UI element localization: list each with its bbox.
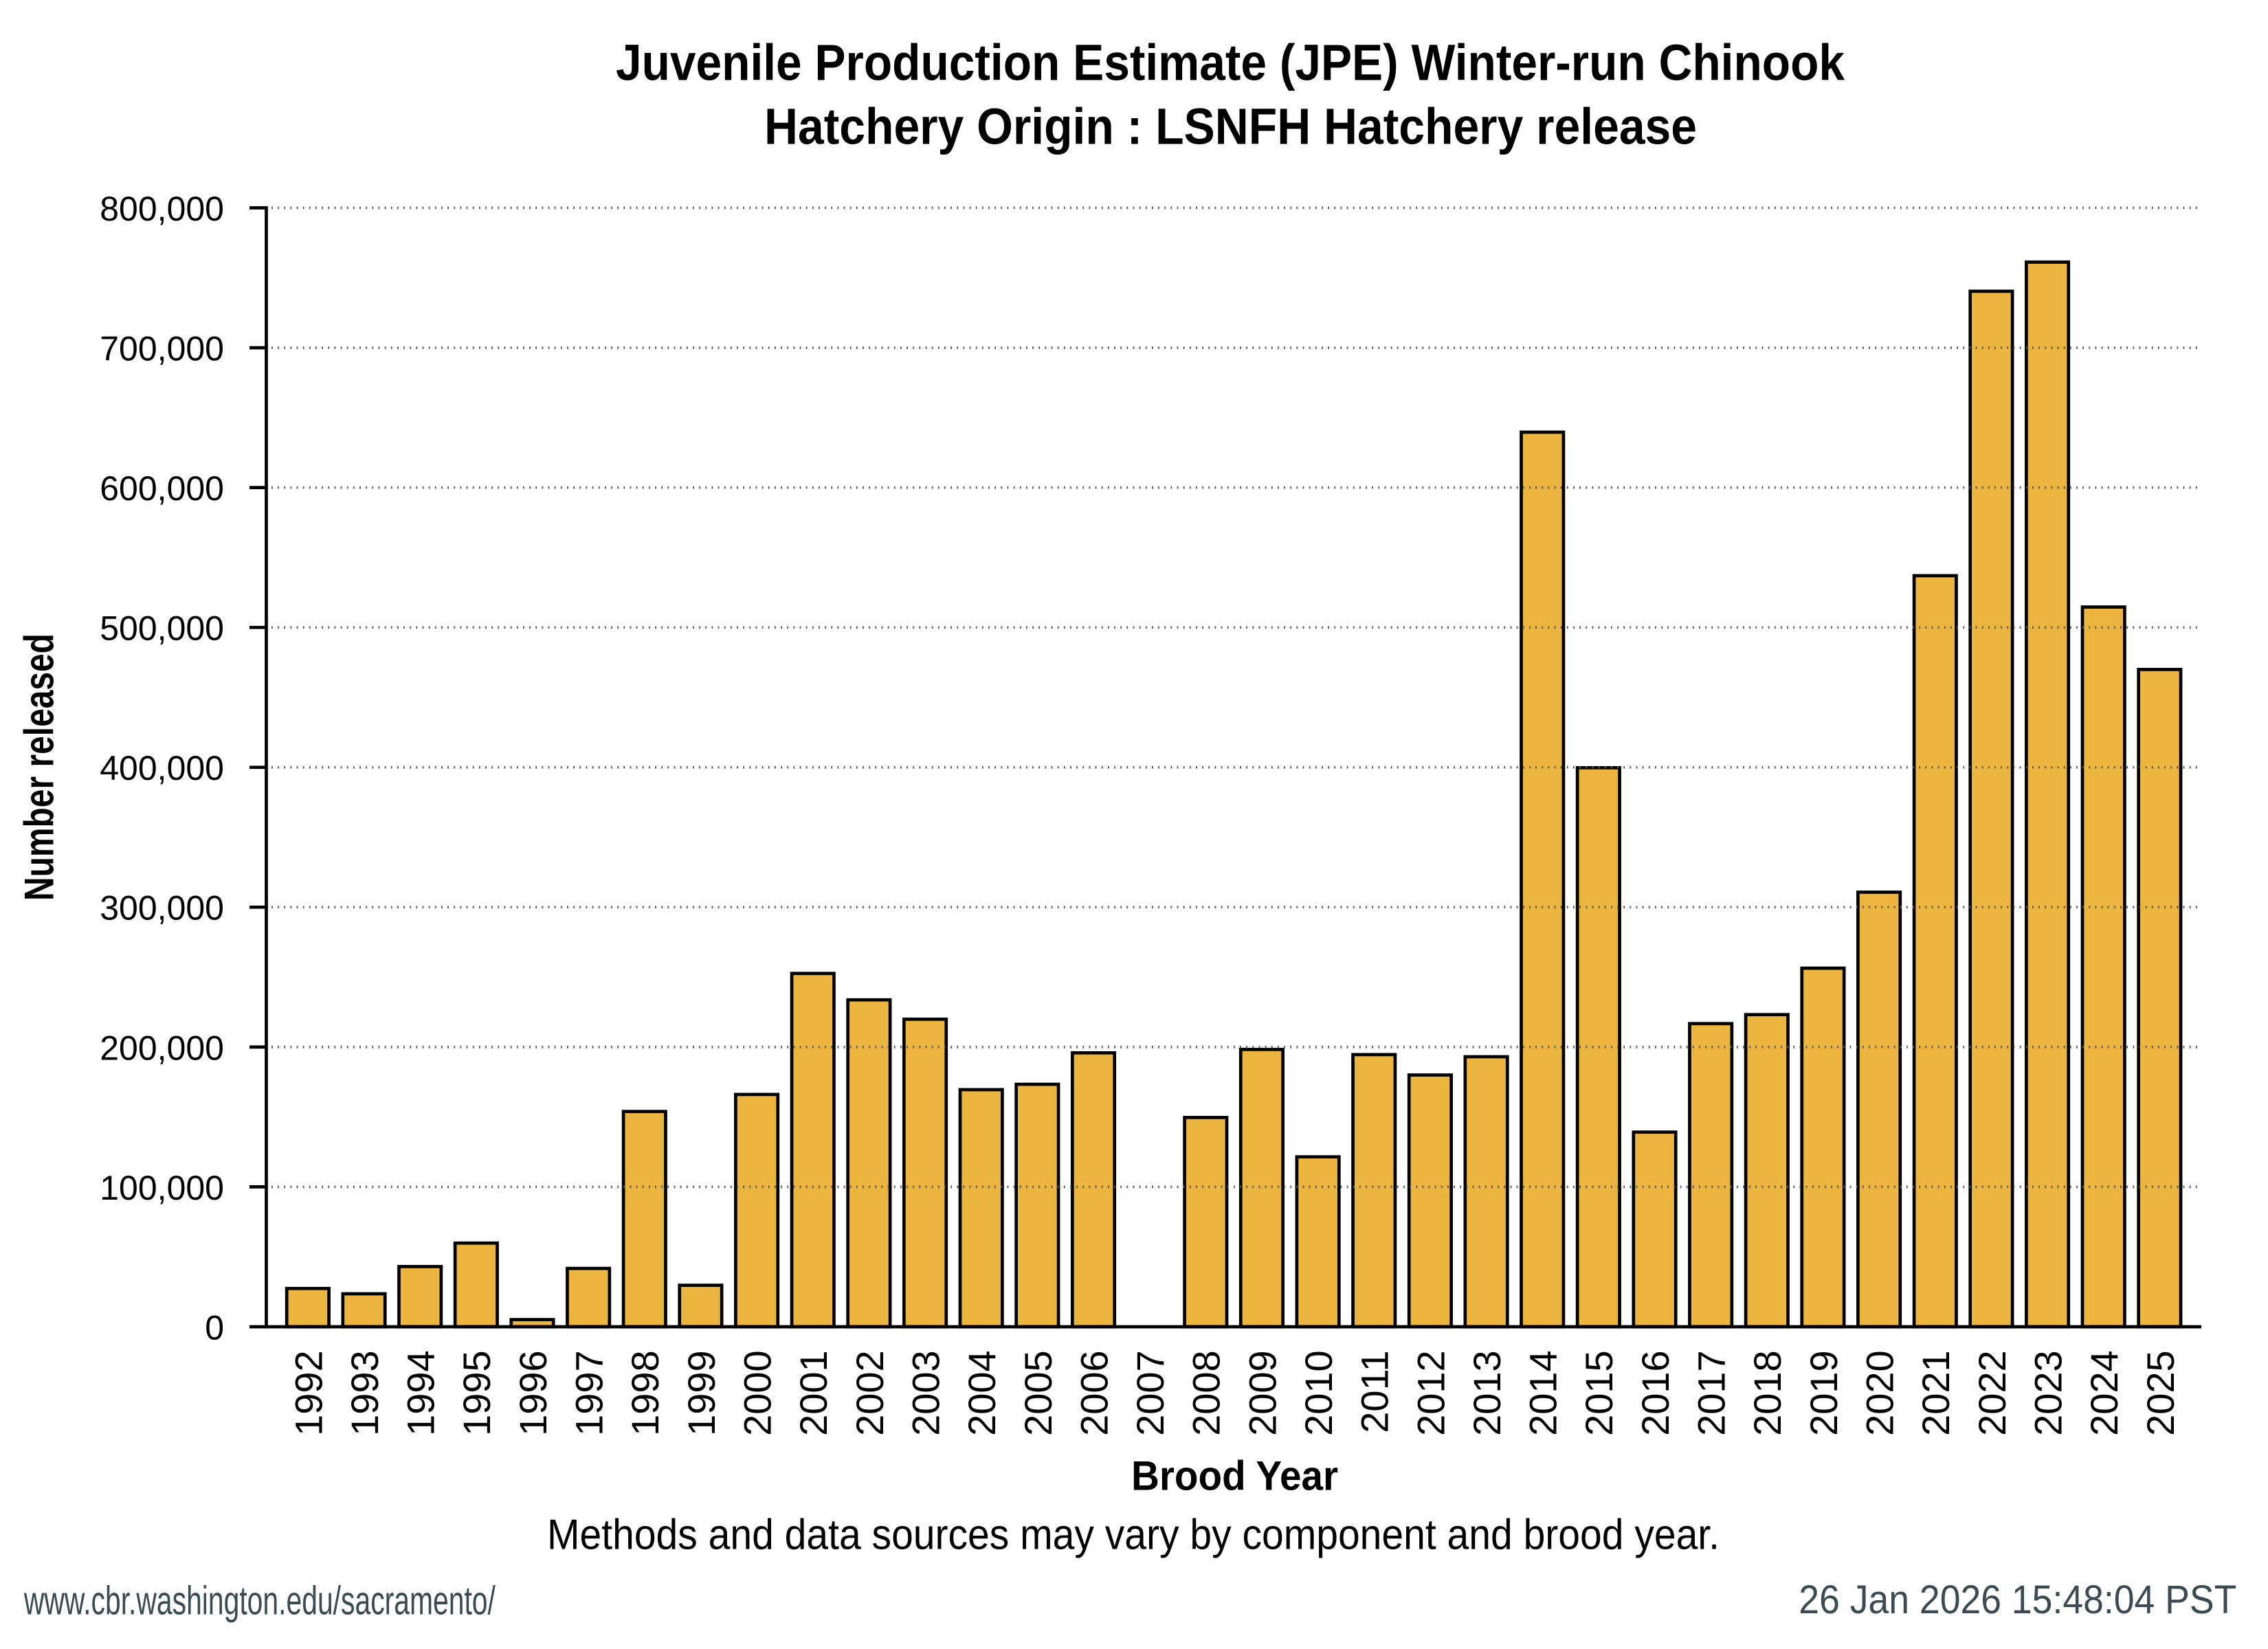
svg-text:2015: 2015 [1577,1350,1621,1436]
svg-text:2022: 2022 [1970,1350,2014,1436]
svg-text:2004: 2004 [960,1350,1003,1436]
svg-text:2013: 2013 [1465,1350,1509,1436]
svg-text:700,000: 700,000 [100,330,224,368]
svg-text:1993: 1993 [343,1350,386,1436]
svg-text:800,000: 800,000 [100,190,224,228]
svg-text:1998: 1998 [623,1350,667,1436]
svg-text:2011: 2011 [1353,1350,1397,1433]
svg-text:Brood Year: Brood Year [1131,1453,1338,1499]
svg-text:2012: 2012 [1409,1350,1452,1436]
svg-text:600,000: 600,000 [100,469,224,508]
svg-text:1992: 1992 [287,1350,330,1436]
svg-text:Number released: Number released [16,633,63,901]
svg-text:1997: 1997 [568,1350,611,1436]
svg-text:Juvenile Production Estimate (: Juvenile Production Estimate (JPE) Winte… [616,34,1845,91]
svg-text:2021: 2021 [1914,1350,1957,1436]
svg-text:1994: 1994 [399,1350,443,1436]
svg-text:200,000: 200,000 [100,1029,224,1067]
svg-text:Methods and data sources may v: Methods and data sources may vary by com… [547,1512,1720,1559]
svg-text:100,000: 100,000 [100,1169,224,1207]
svg-text:2019: 2019 [1802,1350,1845,1436]
svg-text:2002: 2002 [848,1350,891,1436]
svg-text:2017: 2017 [1690,1350,1733,1436]
svg-text:2014: 2014 [1522,1350,1565,1436]
svg-text:2007: 2007 [1129,1350,1172,1436]
svg-text:2018: 2018 [1746,1350,1789,1436]
svg-text:2020: 2020 [1858,1350,1902,1436]
svg-text:1995: 1995 [455,1350,498,1436]
svg-text:2006: 2006 [1072,1350,1115,1436]
svg-text:2025: 2025 [2139,1350,2182,1436]
svg-text:2023: 2023 [2027,1350,2070,1436]
svg-text:2016: 2016 [1634,1350,1677,1436]
svg-text:2024: 2024 [2082,1350,2126,1436]
svg-text:2009: 2009 [1241,1350,1284,1436]
svg-text:2010: 2010 [1297,1350,1340,1436]
svg-text:www.cbr.washington.edu/sacrame: www.cbr.washington.edu/sacramento/ [23,1579,496,1624]
svg-text:300,000: 300,000 [100,889,224,928]
svg-text:400,000: 400,000 [100,749,224,787]
svg-text:2008: 2008 [1185,1350,1228,1436]
svg-text:1999: 1999 [680,1350,723,1436]
svg-text:Hatchery Origin : LSNFH Hatche: Hatchery Origin : LSNFH Hatchery release [764,98,1697,155]
svg-text:500,000: 500,000 [100,609,224,648]
svg-text:2000: 2000 [736,1350,779,1436]
svg-text:2001: 2001 [792,1350,835,1436]
svg-text:0: 0 [205,1308,224,1347]
svg-text:2003: 2003 [904,1350,948,1436]
svg-text:1996: 1996 [511,1350,555,1436]
svg-text:2005: 2005 [1016,1350,1060,1436]
svg-text:26 Jan 2026 15:48:04 PST: 26 Jan 2026 15:48:04 PST [1799,1578,2236,1622]
